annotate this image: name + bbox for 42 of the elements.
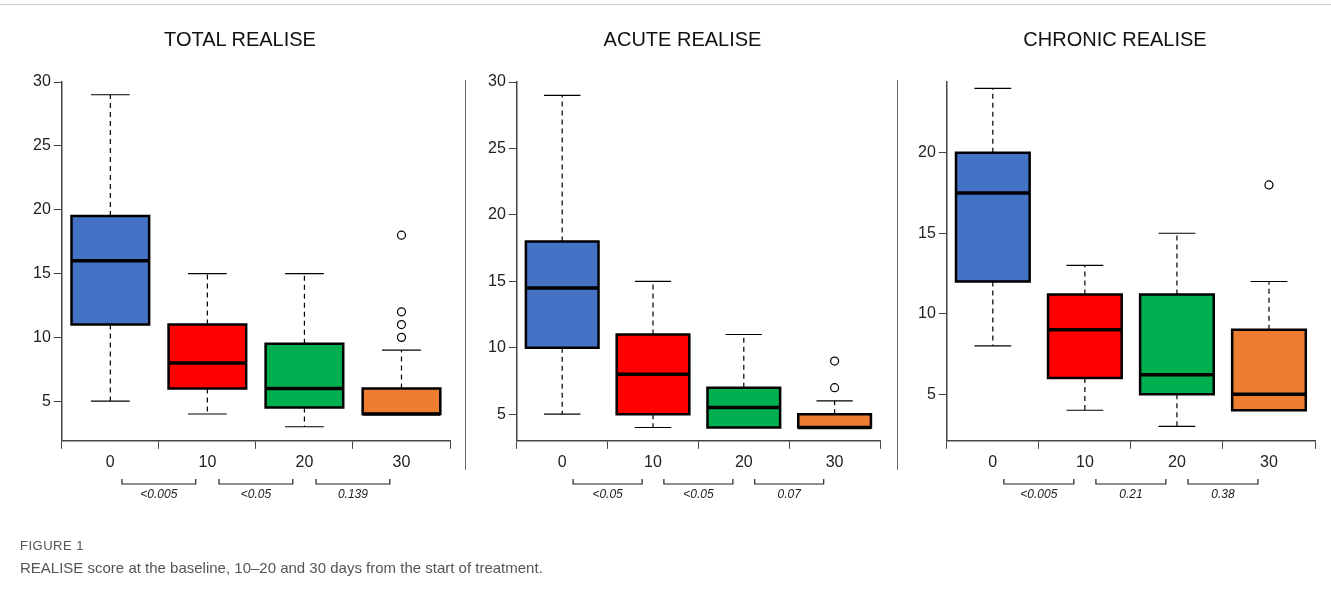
- y-tick-label: 30: [33, 72, 51, 90]
- y-tick-label: 5: [41, 391, 51, 409]
- text: <0.05: [592, 487, 624, 502]
- x-tick-label: 30: [1260, 452, 1278, 470]
- text: 0.07: [777, 487, 803, 502]
- text: 0.21: [1119, 487, 1143, 502]
- y-tick-label: 30: [488, 72, 506, 90]
- chart-title: TOTAL REALISE: [164, 27, 316, 50]
- y-tick-label: 10: [33, 327, 51, 345]
- y-tick-label: 10: [488, 338, 506, 356]
- y-tick-label: 25: [33, 136, 51, 154]
- y-tick-label: 15: [918, 223, 936, 241]
- text: 0.38: [1211, 487, 1235, 502]
- text: <0.05: [683, 487, 714, 502]
- x-tick-label: 20: [1168, 452, 1186, 470]
- x-tick-label: 10: [1075, 452, 1094, 470]
- y-tick-label: 10: [918, 304, 936, 322]
- y-tick-label: 15: [488, 271, 506, 289]
- text: <0.05: [240, 487, 272, 502]
- text: FIGURE 1: [20, 538, 85, 553]
- x-tick-label: 0: [105, 452, 115, 470]
- x-tick-label: 30: [392, 452, 411, 470]
- y-tick-label: 5: [926, 384, 936, 402]
- y-tick-label: 5: [496, 404, 506, 422]
- x-tick-label: 20: [295, 452, 314, 470]
- text: REALISE score at the baseline, 10–20 and 30 days from the start of treatment.: [20, 559, 543, 576]
- text: <0.005: [1020, 487, 1058, 502]
- x-tick-label: 0: [557, 452, 567, 470]
- x-tick-label: 20: [734, 452, 753, 470]
- text: 0.139: [337, 487, 369, 502]
- x-tick-label: 30: [825, 452, 844, 470]
- chart-title: ACUTE REALISE: [603, 27, 762, 50]
- x-tick-label: 0: [988, 452, 998, 470]
- y-tick-label: 20: [488, 205, 506, 223]
- y-tick-label: 20: [33, 200, 51, 218]
- chart-title: CHRONIC REALISE: [1023, 27, 1207, 50]
- y-tick-label: 25: [488, 138, 506, 156]
- text: <0.005: [140, 487, 178, 502]
- x-tick-label: 10: [198, 452, 217, 470]
- x-tick-label: 10: [644, 452, 662, 470]
- y-tick-label: 15: [33, 263, 51, 281]
- y-tick-label: 20: [918, 143, 936, 161]
